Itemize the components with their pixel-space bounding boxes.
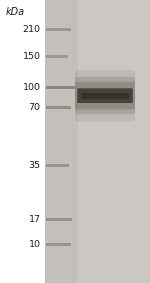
- Bar: [45, 0, 150, 283]
- FancyBboxPatch shape: [75, 82, 135, 110]
- FancyBboxPatch shape: [77, 88, 133, 103]
- Bar: [81, 93, 129, 99]
- Bar: [46, 28, 71, 31]
- Bar: [46, 55, 68, 58]
- Bar: [45, 0, 78, 283]
- Text: 100: 100: [22, 83, 40, 92]
- FancyBboxPatch shape: [75, 70, 135, 121]
- Text: 10: 10: [28, 240, 40, 249]
- Bar: [78, 0, 150, 283]
- Text: 35: 35: [28, 161, 40, 170]
- Bar: [46, 243, 71, 246]
- Text: 17: 17: [28, 215, 40, 224]
- Bar: [46, 164, 69, 167]
- Bar: [46, 218, 72, 221]
- Text: 150: 150: [22, 52, 40, 61]
- FancyBboxPatch shape: [75, 77, 135, 114]
- Text: 70: 70: [28, 103, 40, 112]
- Bar: [46, 106, 71, 109]
- Text: 210: 210: [22, 25, 40, 34]
- Bar: [0, 0, 45, 283]
- Bar: [46, 86, 75, 89]
- Text: kDa: kDa: [6, 7, 25, 17]
